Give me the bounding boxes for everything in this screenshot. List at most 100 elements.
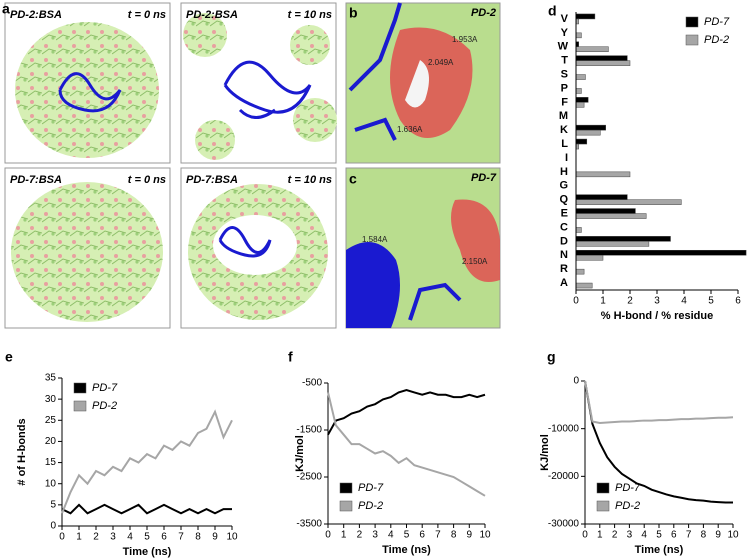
zoom-label: PD-2 — [471, 7, 496, 19]
x-tick-label: 4 — [127, 532, 133, 543]
bar — [575, 227, 582, 233]
y-tick-label: V — [561, 13, 569, 25]
x-tick-label: 7 — [435, 530, 441, 541]
x-tick-label: 9 — [212, 532, 218, 543]
bar — [575, 171, 631, 178]
x-tick-label: 2 — [357, 530, 363, 541]
y-tick-label: I — [565, 152, 568, 164]
image-time: t = 0 ns — [128, 9, 166, 21]
y-tick-label: Y — [561, 27, 569, 39]
surface — [390, 27, 473, 138]
distance-label: 1.636A — [397, 125, 423, 134]
distance-label: 1.953A — [452, 35, 478, 44]
image-label: PD-2:BSA — [10, 9, 62, 21]
x-tick-label: 6 — [419, 530, 425, 541]
legend-label: PD-7 — [358, 482, 384, 494]
md-snapshots: PD-2:BSA t = 0 ns PD-2:BSA t = 10 ns PD-… — [4, 2, 337, 329]
zoom-panels: PD-2 1.953A 2.049A 1.636A PD-7 1.584A 2.… — [345, 2, 501, 329]
molecule — [15, 22, 159, 158]
bar — [575, 55, 628, 61]
x-tick-label: 0 — [573, 296, 579, 307]
y-axis-label: # of H-bonds — [16, 418, 28, 485]
panel-letter: f — [288, 349, 293, 365]
bar — [575, 46, 609, 53]
panel-letter: a — [2, 1, 10, 17]
x-tick-label: 5 — [404, 530, 410, 541]
bar — [575, 32, 582, 39]
x-tick-label: 4 — [681, 296, 687, 307]
y-tick-label: 25 — [45, 415, 57, 426]
bar — [575, 241, 650, 247]
x-tick-label: 8 — [451, 530, 457, 541]
panel-letters: a b c d e f g — [2, 1, 557, 365]
x-axis-label: Time (ns) — [123, 546, 172, 558]
bar — [575, 268, 585, 275]
y-tick-label: L — [561, 138, 568, 150]
molecule — [183, 13, 227, 57]
legend-label: PD-2 — [358, 500, 383, 512]
panel-letter: e — [5, 349, 13, 365]
bar — [575, 129, 601, 136]
y-tick-label: S — [561, 68, 568, 80]
image-time: t = 10 ns — [288, 9, 332, 21]
surface — [405, 60, 429, 108]
x-tick-label: 8 — [701, 530, 707, 541]
bar — [575, 74, 586, 80]
image-time: t = 0 ns — [128, 174, 166, 186]
x-tick-label: 10 — [479, 530, 491, 541]
cavity — [213, 215, 297, 275]
y-tick-label: 30 — [45, 394, 57, 405]
protein — [218, 226, 272, 258]
legend-swatch — [339, 500, 353, 512]
panel-letter: c — [349, 171, 357, 187]
x-tick-label: 5 — [708, 296, 714, 307]
distance-label: 1.584A — [362, 235, 388, 244]
panel-letter: b — [349, 5, 358, 21]
bar — [575, 213, 647, 219]
y-tick-label: E — [561, 207, 568, 219]
bar — [575, 236, 671, 242]
bar — [575, 102, 585, 108]
molecule — [195, 120, 235, 160]
x-tick-label: 5 — [656, 530, 662, 541]
legend-label: PD-2 — [615, 500, 640, 512]
legend-label: PD-7 — [704, 16, 730, 28]
y-tick-label: 10 — [45, 478, 57, 489]
image-label: PD-2:BSA — [186, 9, 238, 21]
x-tick-label: 4 — [388, 530, 394, 541]
panel-letter: d — [548, 3, 557, 19]
image-time: t = 10 ns — [288, 174, 332, 186]
x-tick-label: 10 — [226, 532, 238, 543]
x-tick-label: 5 — [144, 532, 150, 543]
distance-label: 2.150A — [462, 257, 488, 266]
y-tick-label: R — [560, 263, 568, 275]
y-tick-label: -10000 — [548, 423, 580, 434]
line — [584, 380, 733, 504]
ligand — [346, 242, 400, 328]
bar — [575, 97, 589, 103]
line — [584, 380, 734, 424]
bar — [575, 138, 588, 145]
y-tick-label: -500 — [302, 378, 322, 389]
line — [327, 389, 486, 436]
y-tick-label: 35 — [45, 373, 57, 384]
distance-label: 2.049A — [428, 58, 454, 67]
x-tick-label: 0 — [59, 532, 65, 543]
legend-swatch — [596, 482, 610, 494]
ligand — [408, 282, 462, 321]
y-tick-label: A — [560, 277, 568, 289]
y-tick-label: -2500 — [296, 472, 322, 483]
legend-swatch — [596, 500, 610, 512]
x-tick-label: 1 — [600, 296, 606, 307]
y-tick-label: -20000 — [548, 471, 580, 482]
bar — [575, 208, 636, 214]
y-tick-label: W — [558, 41, 569, 53]
zoom-label: PD-7 — [471, 172, 497, 184]
y-tick-label: -1500 — [296, 425, 322, 436]
legend-label: PD-7 — [92, 382, 118, 394]
bar — [575, 60, 631, 66]
y-tick-label: M — [559, 110, 568, 122]
x-tick-label: 3 — [110, 532, 116, 543]
image-label: PD-7:BSA — [186, 174, 238, 186]
molecule — [11, 182, 163, 322]
